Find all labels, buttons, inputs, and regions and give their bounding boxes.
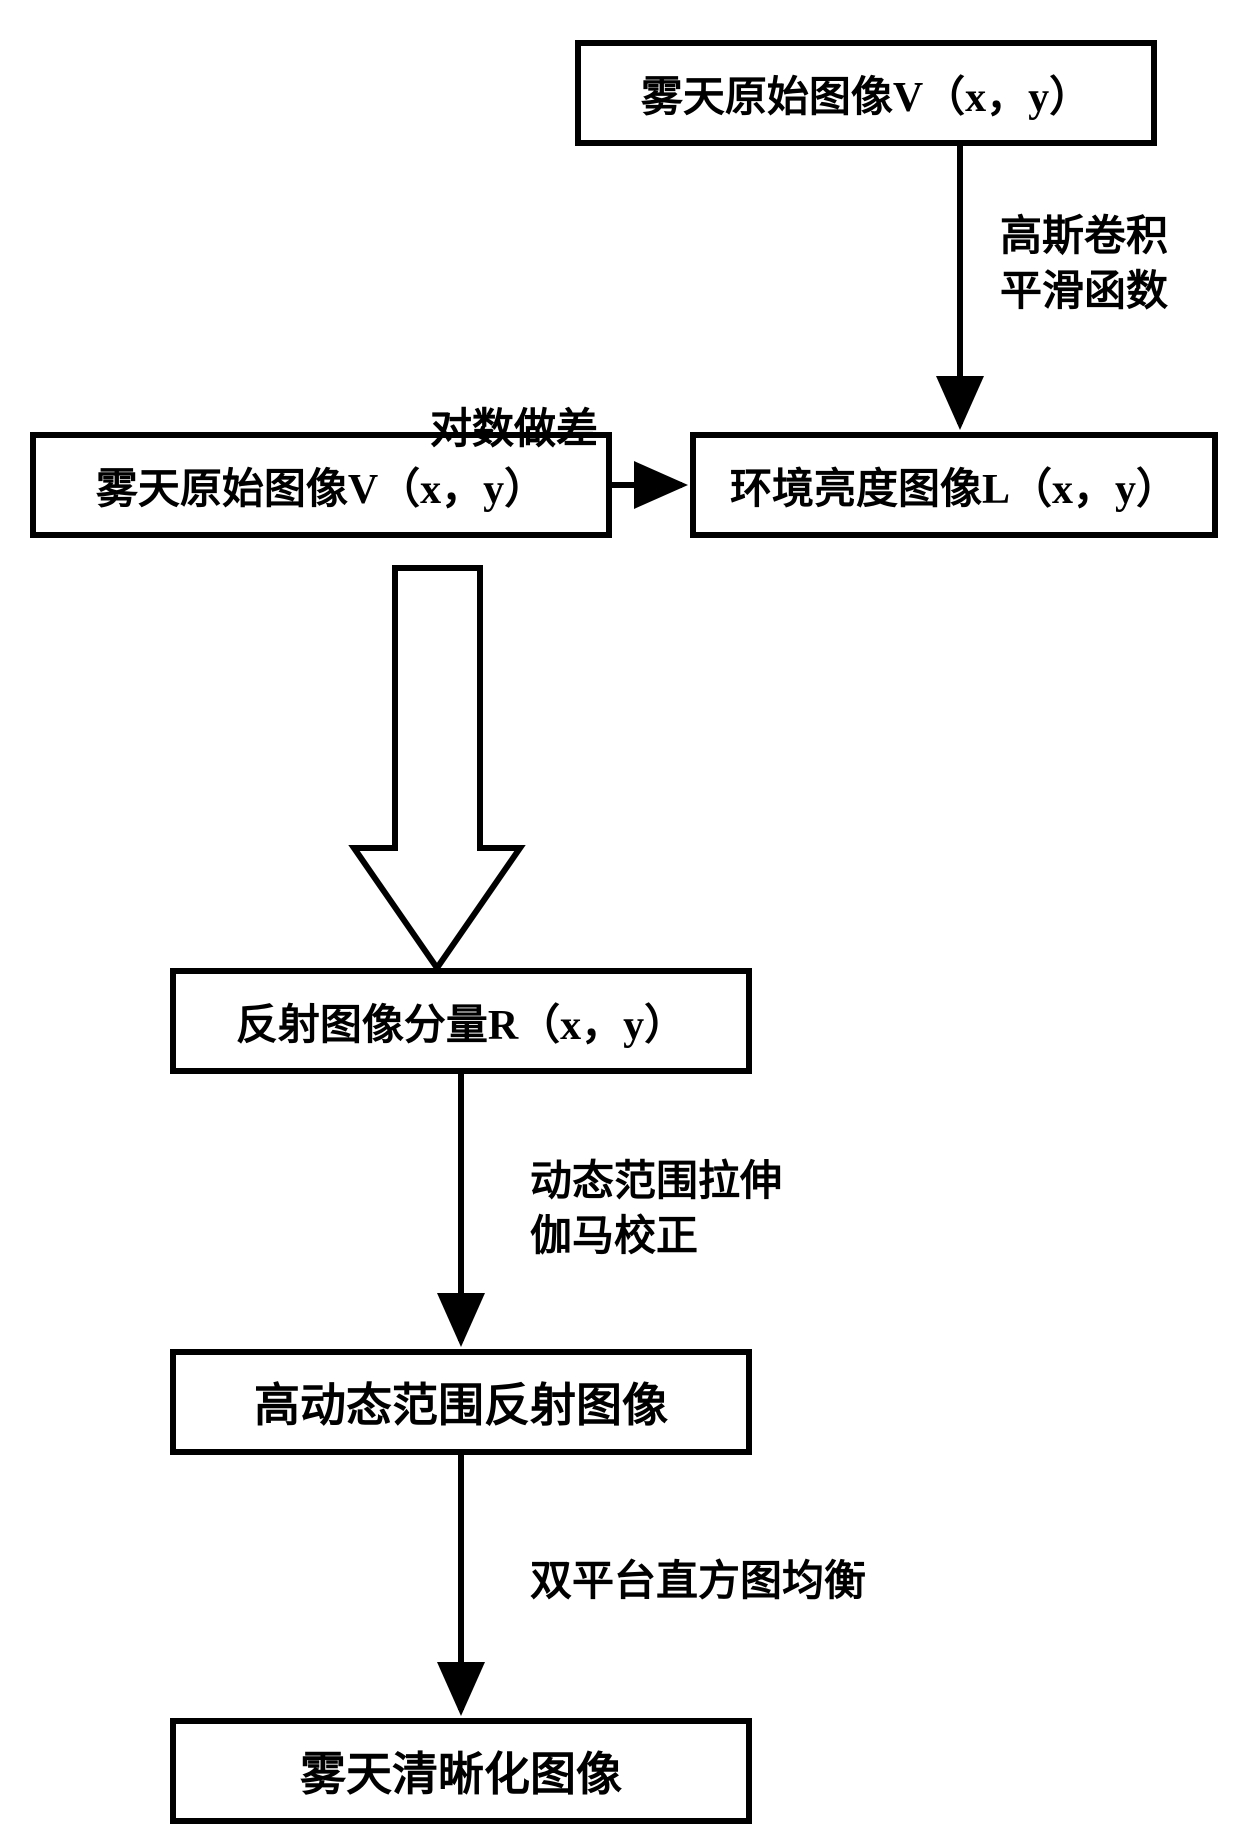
node-reflection: 反射图像分量R（x，y） xyxy=(170,968,752,1074)
node-label: 环境亮度图像L（x，y） xyxy=(730,455,1178,516)
node-hdr-reflection: 高动态范围反射图像 xyxy=(170,1349,752,1455)
edge-label-line: 对数做差 xyxy=(430,403,598,458)
edge-label-line: 伽马校正 xyxy=(530,1210,782,1265)
node-foggy-original-top: 雾天原始图像V（x，y） xyxy=(575,40,1157,146)
node-label: 雾天原始图像V（x，y） xyxy=(96,455,546,516)
block-arrow xyxy=(354,568,520,968)
node-label: 高动态范围反射图像 xyxy=(254,1369,668,1435)
edge-label-line: 动态范围拉伸 xyxy=(530,1155,782,1210)
edge-label-histeq: 双平台直方图均衡 xyxy=(530,1555,866,1610)
edge-label-line: 双平台直方图均衡 xyxy=(530,1555,866,1610)
node-label: 反射图像分量R（x，y） xyxy=(236,991,686,1052)
edge-label-line: 高斯卷积 xyxy=(1000,210,1168,265)
node-luminance: 环境亮度图像L（x，y） xyxy=(690,432,1218,538)
node-label: 雾天原始图像V（x，y） xyxy=(641,63,1091,124)
edge-label-stretch-gamma: 动态范围拉伸 伽马校正 xyxy=(530,1155,782,1264)
edge-label-line: 平滑函数 xyxy=(1000,265,1168,320)
node-label: 雾天清晰化图像 xyxy=(300,1738,622,1804)
edge-label-logdiff: 对数做差 xyxy=(430,403,598,458)
edge-label-gaussian: 高斯卷积 平滑函数 xyxy=(1000,210,1168,319)
node-clear-image: 雾天清晰化图像 xyxy=(170,1718,752,1824)
